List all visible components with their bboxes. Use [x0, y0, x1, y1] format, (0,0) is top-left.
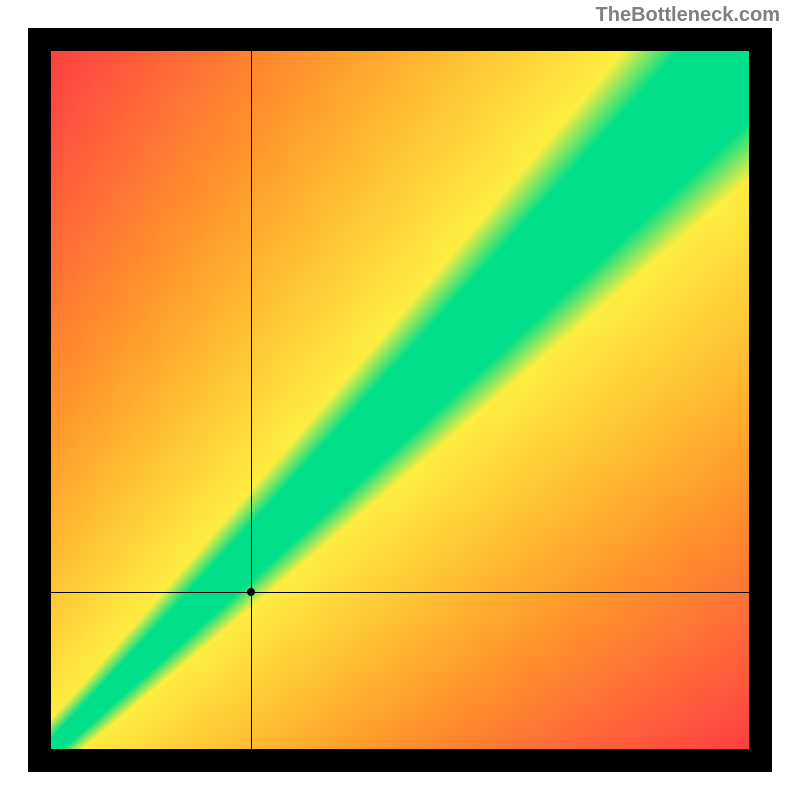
- plot-area: [51, 51, 749, 749]
- chart-frame: [28, 28, 772, 772]
- marker-dot: [247, 588, 255, 596]
- heatmap-canvas: [51, 51, 749, 749]
- crosshair-horizontal: [51, 592, 749, 593]
- crosshair-vertical: [251, 51, 252, 749]
- watermark-text: TheBottleneck.com: [596, 4, 780, 27]
